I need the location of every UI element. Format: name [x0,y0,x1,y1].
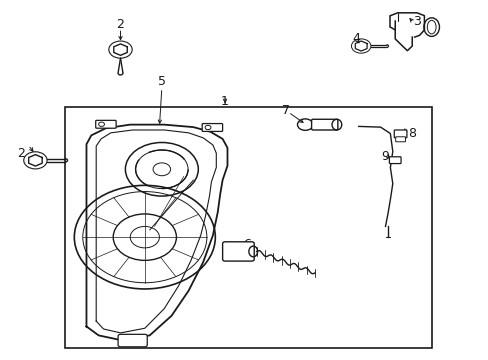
FancyBboxPatch shape [393,130,406,138]
Text: 9: 9 [381,150,388,163]
Text: 4: 4 [352,32,360,45]
FancyBboxPatch shape [118,334,147,347]
Polygon shape [86,125,227,340]
Text: 7: 7 [281,104,289,117]
Text: 3: 3 [412,14,420,27]
FancyBboxPatch shape [96,120,116,128]
Text: 2: 2 [116,18,124,31]
FancyBboxPatch shape [311,119,337,130]
Text: 2: 2 [17,147,25,160]
Text: 8: 8 [407,127,415,140]
FancyBboxPatch shape [222,242,254,261]
Bar [64,107,431,348]
FancyBboxPatch shape [388,157,400,163]
Text: 5: 5 [158,75,165,88]
Text: 6: 6 [243,238,250,251]
FancyBboxPatch shape [202,123,222,131]
Text: 1: 1 [221,95,228,108]
FancyBboxPatch shape [395,137,405,142]
